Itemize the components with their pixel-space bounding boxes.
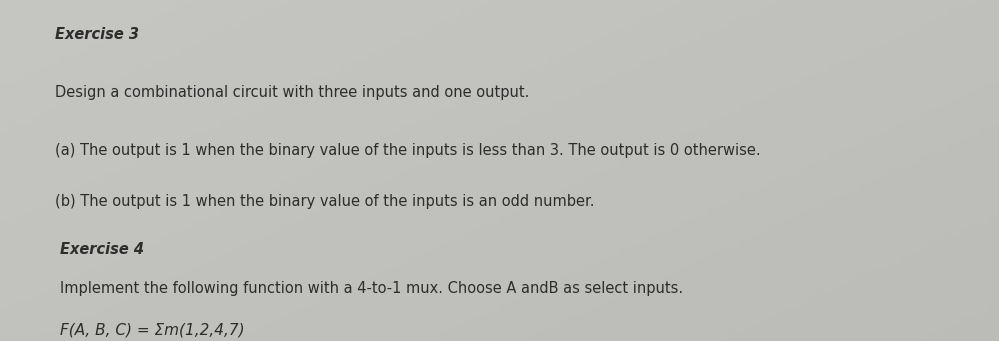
Text: Exercise 4: Exercise 4 <box>60 242 144 257</box>
Text: F(A, B, C) = Σm(1,2,4,7): F(A, B, C) = Σm(1,2,4,7) <box>60 322 245 337</box>
Text: Exercise 3: Exercise 3 <box>55 27 139 42</box>
Text: (b) The output is 1 when the binary value of the inputs is an odd number.: (b) The output is 1 when the binary valu… <box>55 194 594 209</box>
Text: Implement the following function with a 4-to-1 mux. Choose A andB as select inpu: Implement the following function with a … <box>60 281 683 296</box>
Text: (a) The output is 1 when the binary value of the inputs is less than 3. The outp: (a) The output is 1 when the binary valu… <box>55 143 760 158</box>
Text: Design a combinational circuit with three inputs and one output.: Design a combinational circuit with thre… <box>55 85 529 100</box>
